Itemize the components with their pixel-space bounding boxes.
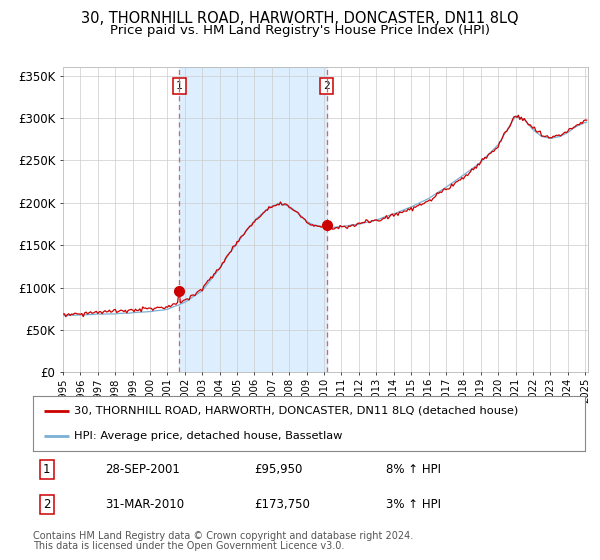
Text: 2: 2 (323, 81, 330, 91)
Text: £173,750: £173,750 (254, 498, 310, 511)
Text: 3% ↑ HPI: 3% ↑ HPI (386, 498, 441, 511)
Text: HPI: Average price, detached house, Bassetlaw: HPI: Average price, detached house, Bass… (74, 431, 343, 441)
Text: 30, THORNHILL ROAD, HARWORTH, DONCASTER, DN11 8LQ (detached house): 30, THORNHILL ROAD, HARWORTH, DONCASTER,… (74, 406, 518, 416)
Text: 30, THORNHILL ROAD, HARWORTH, DONCASTER, DN11 8LQ: 30, THORNHILL ROAD, HARWORTH, DONCASTER,… (81, 11, 519, 26)
Text: Price paid vs. HM Land Registry's House Price Index (HPI): Price paid vs. HM Land Registry's House … (110, 24, 490, 37)
Text: 28-SEP-2001: 28-SEP-2001 (105, 463, 179, 476)
Text: 8% ↑ HPI: 8% ↑ HPI (386, 463, 441, 476)
Text: 2: 2 (43, 498, 50, 511)
Text: £95,950: £95,950 (254, 463, 302, 476)
Bar (179, 67, 327, 372)
Text: 31-MAR-2010: 31-MAR-2010 (105, 498, 184, 511)
Text: This data is licensed under the Open Government Licence v3.0.: This data is licensed under the Open Gov… (33, 541, 344, 551)
Text: Contains HM Land Registry data © Crown copyright and database right 2024.: Contains HM Land Registry data © Crown c… (33, 531, 413, 541)
Text: 1: 1 (43, 463, 50, 476)
Text: 1: 1 (176, 81, 182, 91)
